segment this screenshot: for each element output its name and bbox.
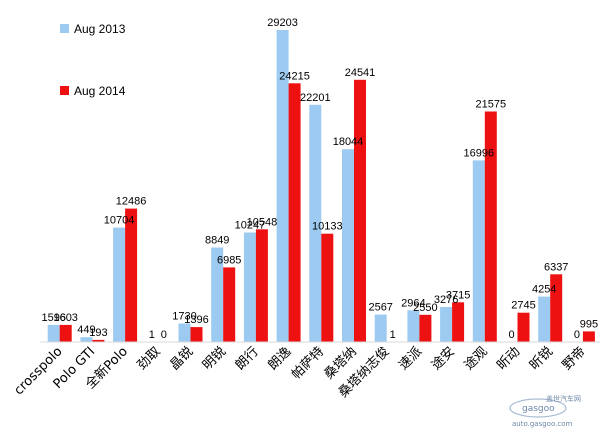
category-label-14: 昕动	[494, 344, 523, 373]
bar-aug-2013-10	[374, 314, 387, 342]
bar-aug-2014-6	[255, 229, 268, 342]
bar-aug-2013-5	[211, 247, 224, 342]
category-label-11: 速派	[396, 344, 425, 373]
bar-aug-2013-11	[407, 310, 420, 342]
bar-aug-2013-9	[342, 149, 354, 342]
value-label-aug-2013-11: 2964	[401, 297, 425, 309]
value-label-aug-2013-8: 22201	[300, 92, 331, 104]
bar-aug-2013-7	[276, 30, 289, 342]
bar-aug-2014-1	[92, 339, 105, 342]
legend-swatch-aug-2014	[60, 86, 69, 95]
category-label-6: 朗行	[233, 344, 262, 373]
watermark: gasgoo 盖世汽车网 auto.gasgoo.com	[509, 394, 581, 428]
value-label-aug-2013-6: 10247	[235, 220, 266, 232]
value-label-aug-2014-5: 6985	[217, 254, 241, 266]
gasgoo-logo-icon	[509, 398, 567, 418]
bar-aug-2014-0	[59, 324, 72, 342]
value-label-aug-2013-10: 2567	[368, 302, 392, 314]
bar-aug-2014-11	[419, 314, 432, 342]
value-label-aug-2014-0: 1603	[53, 312, 77, 324]
category-label-4: 晶锐	[167, 344, 196, 373]
bar-aug-2013-2	[113, 227, 126, 342]
bar-aug-2014-9	[354, 79, 366, 343]
watermark-logo-text: gasgoo	[522, 404, 555, 414]
bar-aug-2014-2	[125, 208, 138, 342]
value-label-aug-2013-3: 1	[149, 329, 155, 341]
value-label-aug-2014-12: 3715	[446, 289, 470, 301]
legend-label-aug-2014: Aug 2014	[74, 84, 126, 98]
category-label-8: 帕萨特	[289, 344, 327, 382]
category-label-3: 劲取	[135, 344, 164, 373]
bar-aug-2014-7	[288, 83, 301, 343]
value-label-aug-2013-4: 1730	[172, 311, 196, 323]
watermark-site-cn: 盖世汽车网	[546, 394, 581, 403]
value-label-aug-2014-9: 24541	[345, 67, 376, 79]
value-label-aug-2013-14: 0	[508, 329, 514, 341]
bar-aug-2013-4	[178, 323, 191, 342]
value-label-aug-2014-11: 2550	[413, 302, 437, 314]
bar-aug-2014-5	[223, 267, 236, 342]
value-label-aug-2013-15: 4254	[532, 284, 556, 296]
value-label-aug-2014-13: 21575	[476, 99, 507, 111]
watermark-url: auto.gasgoo.com	[512, 420, 572, 428]
category-label-0: crosspolo	[11, 344, 65, 398]
value-label-aug-2013-0: 1596	[41, 312, 65, 324]
category-label-13: 途观	[461, 344, 491, 374]
value-label-aug-2013-7: 29203	[267, 17, 298, 29]
value-label-aug-2013-13: 16996	[464, 147, 495, 159]
value-label-aug-2014-8: 10133	[312, 221, 343, 233]
value-label-aug-2014-16: 995	[580, 318, 598, 330]
bar-aug-2014-16	[582, 331, 595, 342]
bar-aug-2013-12	[440, 307, 453, 342]
value-label-aug-2013-12: 3276	[434, 294, 458, 306]
bar-aug-2013-8	[309, 104, 322, 342]
category-label-15: 昕锐	[527, 344, 556, 373]
bar-aug-2013-1	[80, 337, 93, 342]
category-label-5: 明锐	[200, 344, 229, 373]
bar-aug-2014-14	[517, 312, 530, 342]
legend-swatch-aug-2013	[60, 24, 69, 33]
bar-aug-2013-0	[47, 324, 60, 342]
value-label-aug-2013-16: 0	[574, 329, 580, 341]
value-label-aug-2014-2: 12486	[116, 196, 147, 208]
category-label-12: 途安	[428, 344, 458, 374]
value-label-aug-2014-6: 10548	[247, 216, 278, 228]
legend: Aug 2013 Aug 2014	[60, 22, 126, 98]
value-label-aug-2013-2: 10704	[104, 215, 135, 227]
legend-label-aug-2013: Aug 2013	[74, 22, 126, 36]
value-label-aug-2014-15: 6337	[544, 261, 568, 273]
bar-aug-2013-13	[472, 160, 485, 342]
category-label-16: 野帝	[559, 344, 589, 374]
value-label-aug-2013-9: 18044	[333, 136, 364, 148]
value-label-aug-2014-4: 1396	[184, 314, 208, 326]
bar-aug-2014-4	[190, 327, 203, 342]
value-label-aug-2013-5: 8849	[205, 235, 229, 247]
value-label-aug-2013-1: 449	[77, 324, 95, 336]
bar-aug-2014-15	[550, 274, 563, 342]
value-label-aug-2014-1: 193	[89, 327, 107, 339]
value-label-aug-2014-10: 1	[390, 329, 396, 341]
bar-aug-2013-15	[538, 296, 551, 342]
bar-aug-2014-12	[452, 302, 465, 342]
category-label-7: 朗逸	[265, 344, 294, 373]
bar-aug-2014-8	[321, 233, 334, 342]
bar-aug-2013-6	[243, 232, 256, 342]
bars-layer	[47, 30, 595, 343]
value-label-aug-2014-3: 0	[161, 329, 167, 341]
value-label-aug-2014-7: 24215	[279, 70, 310, 82]
bar-aug-2014-13	[484, 111, 497, 342]
value-label-aug-2014-14: 2745	[511, 300, 535, 312]
